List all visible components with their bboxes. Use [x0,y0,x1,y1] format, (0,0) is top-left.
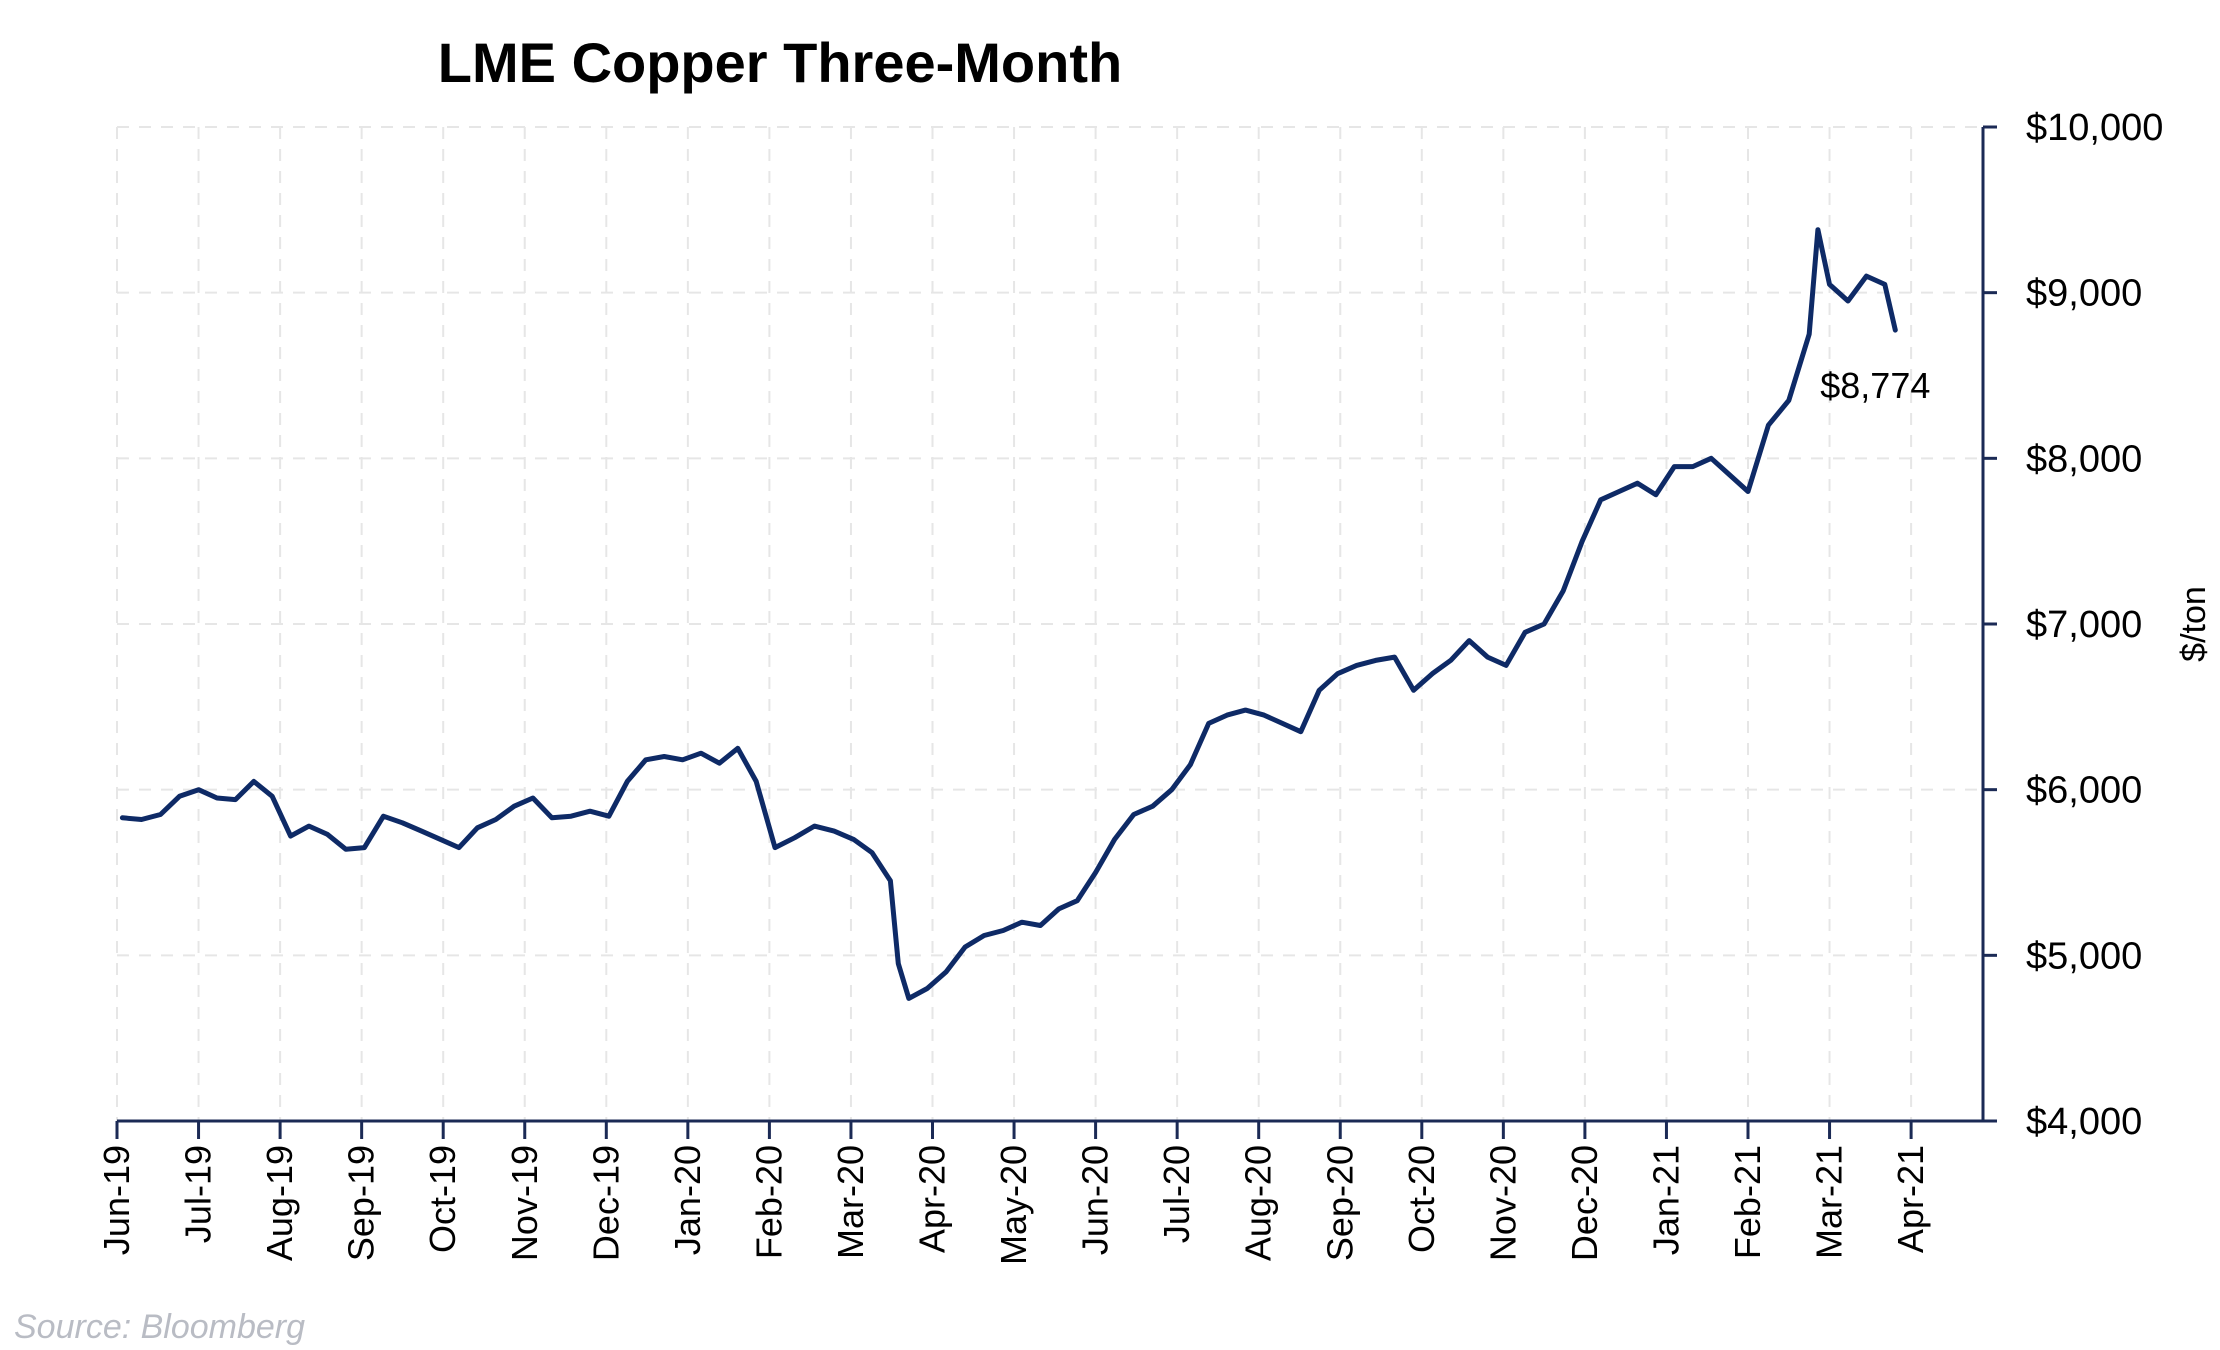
x-tick-label: Mar-21 [1809,1145,1850,1259]
y-tick-label: $6,000 [2026,770,2142,812]
series-line [119,227,1898,1001]
chart-title: LME Copper Three-Month [437,31,1123,94]
x-tick-label: Jan-21 [1645,1145,1686,1255]
x-tick-label: Mar-20 [830,1145,871,1259]
x-tick-label: Dec-20 [1564,1145,1605,1261]
x-tick-label: Nov-19 [504,1145,545,1261]
y-axis-label: $/ton [2175,586,2213,662]
y-tick-label: $5,000 [2026,935,2142,977]
x-tick-label: Nov-20 [1482,1145,1523,1261]
x-tick-label: Sep-20 [1319,1145,1360,1261]
x-tick-label: Feb-20 [748,1145,789,1259]
x-tick-label: Aug-20 [1238,1145,1279,1261]
x-tick-label: Apr-21 [1890,1145,1931,1253]
y-tick-label: $9,000 [2026,273,2142,315]
x-tick-label: Jun-20 [1075,1145,1116,1255]
x-tick-label: Sep-19 [341,1145,382,1261]
y-tick-label: $7,000 [2026,604,2142,646]
last-value-annotation: $8,774 [1820,365,1930,406]
x-tick-label: Jun-19 [96,1145,137,1255]
x-tick-label: Feb-21 [1727,1145,1768,1259]
source-note: Source: Bloomberg [14,1308,306,1346]
x-tick-label: Dec-19 [585,1145,626,1261]
x-tick-label: Jul-20 [1156,1145,1197,1243]
x-tick-label: Jan-20 [667,1145,708,1255]
x-tick-label: Jul-19 [178,1145,219,1243]
x-tick-label: Apr-20 [912,1145,953,1253]
x-tick-label: Oct-20 [1401,1145,1442,1253]
y-tick-label: $8,000 [2026,438,2142,480]
x-tick-label: Aug-19 [259,1145,300,1261]
y-tick-label: $4,000 [2026,1101,2142,1143]
x-tick-label: May-20 [993,1145,1034,1265]
x-tick-label: Oct-19 [422,1145,463,1253]
y-tick-label: $10,000 [2026,107,2163,149]
